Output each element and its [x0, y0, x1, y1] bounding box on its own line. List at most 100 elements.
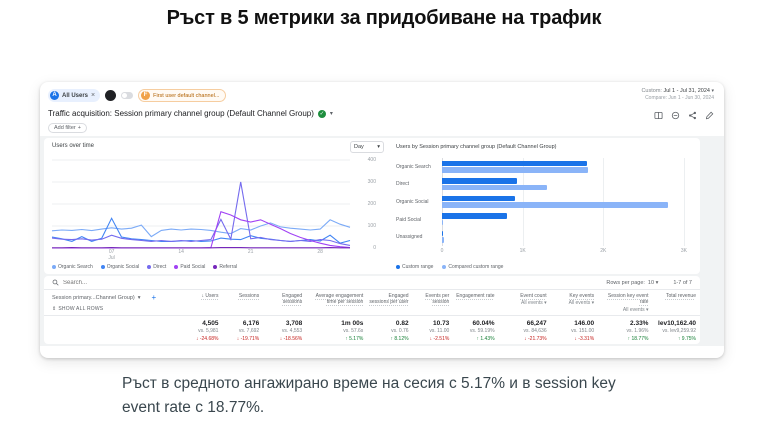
bar-chart-plot — [442, 158, 692, 246]
metric-compare-value: vs. 84,636 — [523, 328, 547, 335]
x-tick: 07 — [108, 249, 115, 255]
metric-total-cell: 66,247 vs. 84,636 ↓ -21.73% — [499, 316, 551, 344]
gridline — [442, 158, 443, 246]
table-search-input[interactable] — [63, 279, 603, 286]
metric-delta: ↑ 18.77% — [627, 335, 649, 342]
comparison-toggle[interactable] — [121, 92, 134, 99]
metric-delta: ↓ -18.56% — [279, 335, 303, 342]
metric-value: 2.33% — [630, 320, 649, 327]
legend-label: Organic Social — [106, 264, 140, 270]
column-header[interactable]: ↓ Users — [184, 290, 222, 315]
totals-dimension-cell — [44, 316, 184, 344]
column-header[interactable]: Engaged sessions — [263, 290, 306, 315]
column-header[interactable]: Average engagement time per session — [306, 290, 367, 315]
add-dimension-icon[interactable]: + — [151, 293, 157, 302]
comparison-builder-icon[interactable] — [105, 90, 117, 101]
metric-delta: ↓ -3.31% — [574, 335, 595, 342]
show-all-rows-button[interactable]: ⇕ SHOW ALL ROWS — [52, 306, 180, 312]
search-icon — [52, 279, 59, 286]
gridline — [603, 158, 605, 246]
date-range-value: Jul 1 - Jul 31, 2024 — [663, 88, 710, 94]
column-event-filter[interactable]: All events ▾ — [568, 300, 595, 307]
legend-item: Paid Social — [174, 264, 205, 270]
legend-dot — [213, 265, 218, 269]
x-tick: 14 — [178, 249, 184, 255]
chevron-down-icon: ▾ — [655, 279, 659, 286]
report-table: Rows per page: 10 ▾ 1-7 of 7 Session pri… — [44, 276, 700, 344]
metric-compare-value: vs. 4,553 — [281, 328, 303, 335]
share-icon[interactable] — [688, 111, 697, 120]
bar-compare — [442, 184, 547, 191]
legend-item: Custom range — [396, 264, 433, 270]
y-axis-label: 300 — [367, 179, 376, 185]
metric-compare-value: vs. 7,692 — [238, 328, 260, 335]
all-users-chip[interactable]: A All Users × — [48, 89, 101, 102]
show-all-rows-label: SHOW ALL ROWS — [58, 306, 104, 312]
expand-rows-icon: ⇕ — [52, 306, 57, 312]
column-header[interactable]: Event count All events ▾ — [499, 290, 551, 315]
metric-value: 3,708 — [285, 320, 303, 327]
metric-compare-value: vs. 1.96% — [626, 328, 649, 335]
column-header[interactable]: Key events All events ▾ — [551, 290, 599, 315]
interval-dropdown[interactable]: Day ▾ — [350, 141, 384, 153]
column-header[interactable]: Engaged sessions per user — [367, 290, 412, 315]
add-filter-label: Add filter — [54, 125, 76, 131]
ga-report-screenshot: A All Users × F First user default chann… — [40, 82, 724, 358]
report-content: Users over time Day ▾ 0 100 200 300 400 07 Ju… — [40, 136, 724, 346]
legend-item: Referral — [213, 264, 237, 270]
rows-per-page-select[interactable]: 10 ▾ — [647, 279, 659, 286]
column-label: Engagement rate — [456, 293, 495, 299]
column-header[interactable]: Total revenue — [652, 290, 700, 315]
metric-delta: ↓ -21.73% — [524, 335, 547, 342]
x-tick: 28 — [317, 249, 323, 255]
date-range-selector[interactable]: Custom: Jul 1 - Jul 31, 2024 ▾ Compare: … — [641, 88, 714, 101]
first-user-chip[interactable]: F First user default channel... — [138, 89, 227, 102]
bar-group — [442, 193, 692, 211]
legend-dot — [442, 265, 447, 269]
slide-title: Ръст в 5 метрики за придобиване на трафи… — [166, 7, 602, 29]
x-axis-label: 21 — [241, 249, 261, 256]
dimension-header: Session primary...Channel Group) ▾ + ⇕ S… — [44, 290, 184, 315]
column-header[interactable]: Engagement rate — [453, 290, 498, 315]
x-axis-label: 28 — [310, 249, 330, 256]
column-label: Event count — [520, 293, 547, 299]
column-header[interactable]: Sessions — [222, 290, 263, 315]
bar-group — [442, 158, 692, 176]
report-pages-icon[interactable] — [654, 111, 663, 120]
line-chart-title: Users over time — [52, 143, 95, 149]
users-by-channel-chart: Users by Session primary channel group (… — [396, 138, 694, 274]
metric-value: 0.82 — [395, 320, 409, 327]
close-icon[interactable]: × — [91, 92, 96, 99]
column-event-filter[interactable]: All events ▾ — [521, 300, 547, 307]
column-header[interactable]: Session key event rate All events ▾ — [598, 290, 652, 315]
customize-report-icon[interactable] — [705, 111, 714, 120]
insights-icon[interactable] — [671, 111, 680, 120]
metric-total-cell: lev10,162.40 vs. lev9,259.92 ↑ 9.75% — [652, 316, 700, 344]
line-chart-legend: Organic Search Organic Social Direct Paid S… — [52, 264, 237, 270]
date-range-type: Custom: — [641, 88, 662, 94]
legend-dot — [52, 265, 56, 269]
metric-value: 10.73 — [433, 320, 450, 327]
line-chart-y-axis: 0 100 200 300 400 — [354, 138, 380, 258]
comparison-avatar-icon: A — [50, 91, 59, 100]
x-axis-tick: 2K — [600, 248, 607, 254]
gridline — [522, 158, 524, 246]
interval-value: Day — [354, 144, 364, 150]
metric-total-cell: 60.04% vs. 59.19% ↑ 1.43% — [453, 316, 498, 344]
check-icon: ✓ — [317, 109, 326, 118]
metric-value: 4,505 — [202, 320, 219, 327]
slide-caption: Ръст в средното ангажирано време на сеси… — [122, 375, 616, 417]
bar-compare — [442, 237, 445, 243]
dimension-label[interactable]: Session primary...Channel Group) — [52, 294, 135, 301]
column-event-filter[interactable]: All events ▾ — [622, 306, 649, 313]
column-header[interactable]: Events per session — [413, 290, 454, 315]
metric-value: 66,247 — [526, 320, 547, 327]
gridline — [683, 158, 685, 246]
x-tick-month: Jul — [108, 254, 115, 261]
charts-panel: Users over time Day ▾ 0 100 200 300 400 07 Ju… — [44, 138, 700, 274]
line-series-organic-search — [51, 219, 351, 238]
bar-chart-title: Users by Session primary channel group (… — [396, 144, 557, 150]
chevron-down-icon[interactable]: ▾ — [329, 111, 333, 117]
metric-compare-value: vs. lev9,259.92 — [662, 328, 696, 335]
add-filter-button[interactable]: Add filter + — [48, 123, 87, 133]
